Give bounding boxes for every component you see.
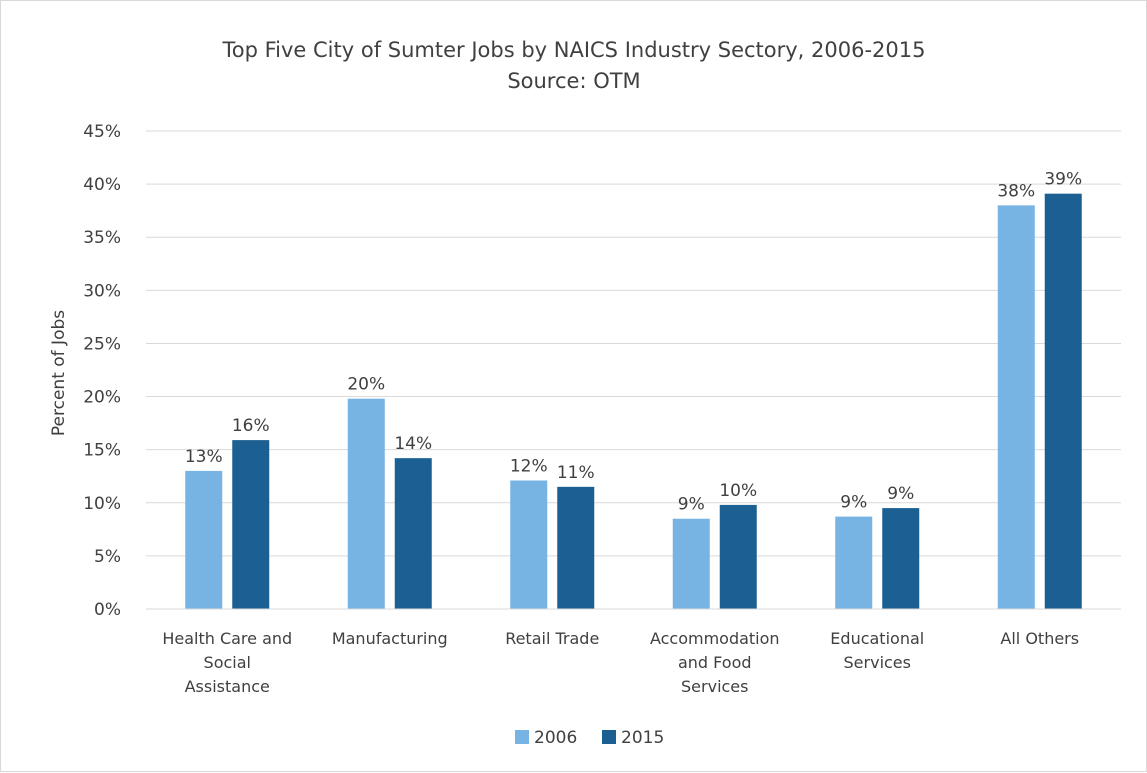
bar-2015 [1044,193,1082,609]
data-label: 9% [840,493,867,513]
y-tick-label: 10% [83,494,121,514]
y-tick-label: 15% [83,441,121,461]
data-labels: 13% 16% 20% 14% 12% 11% 9% 10% 9% 9% 38% 39% [185,170,1082,515]
x-category-label: Social [204,653,251,672]
y-tick-label: 30% [83,281,121,301]
chart-title: Top Five City of Sumter Jobs by NAICS In… [222,38,926,62]
y-axis-label: Percent of Jobs [49,310,69,436]
x-category-label: Educational [830,629,924,648]
legend-swatch-2015 [602,730,616,744]
x-category-label: Retail Trade [505,629,599,648]
y-tick-label: 5% [94,547,121,567]
data-label: 9% [678,495,705,515]
x-category-label: Health Care and [162,629,292,648]
data-label: 39% [1044,170,1082,190]
data-label: 9% [887,484,914,504]
bar-2015 [557,486,595,609]
data-label: 38% [997,181,1035,201]
legend-label: 2006 [534,728,577,748]
x-axis-categories: Health Care and Social Assistance Manufactu… [162,629,1079,696]
y-tick-label: 25% [83,334,121,354]
bar-2006 [997,205,1035,609]
bar-2006 [672,518,710,609]
data-label: 12% [510,456,548,476]
bar-2015 [882,508,920,609]
data-label: 13% [185,447,223,467]
y-tick-label: 20% [83,388,121,408]
x-category-label: Assistance [185,677,270,696]
data-label: 10% [719,481,757,501]
data-label: 11% [557,463,595,483]
bar-2015 [394,458,432,609]
bars [146,193,1121,610]
legend: 2006 2015 [515,728,664,748]
x-category-label: and Food [678,653,752,672]
y-tick-label: 45% [83,122,121,142]
bar-2006 [510,480,548,609]
legend-swatch-2006 [515,730,529,744]
chart-title-group: Top Five City of Sumter Jobs by NAICS In… [222,38,926,93]
bar-2015 [719,504,757,609]
x-category-label: All Others [1000,629,1079,648]
x-category-label: Services [681,677,748,696]
chart-subtitle: Source: OTM [507,69,640,93]
bar-2015 [232,440,270,609]
bar-2006 [347,398,385,609]
data-label: 14% [394,434,432,454]
y-tick-label: 35% [83,228,121,248]
gridlines [146,130,1121,610]
data-label: 20% [347,375,385,395]
y-tick-label: 0% [94,600,121,620]
bar-2006 [185,470,223,609]
legend-label: 2015 [621,728,664,748]
x-category-label: Accommodation [650,629,780,648]
y-tick-label: 40% [83,175,121,195]
data-label: 16% [232,416,270,436]
x-category-label: Manufacturing [332,629,448,648]
bar-2006 [835,516,873,609]
x-category-label: Services [844,653,911,672]
y-axis-ticks: 0% 5% 10% 15% 20% 25% 30% 35% 40% 45% [83,122,121,620]
